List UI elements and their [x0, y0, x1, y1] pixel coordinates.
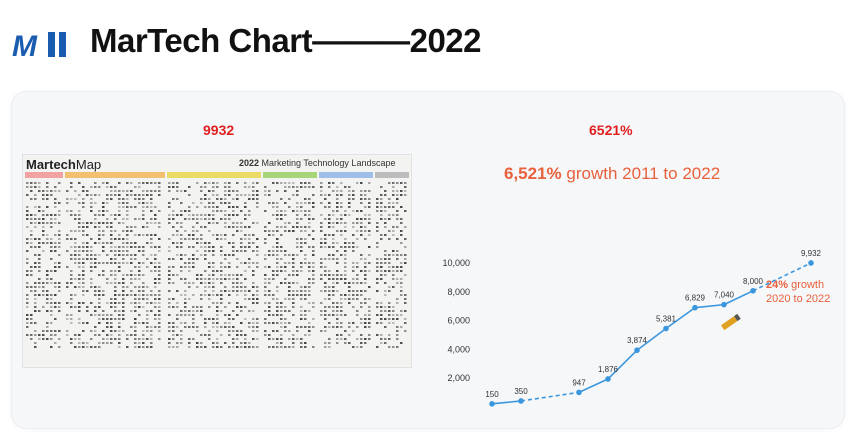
series-segment — [491, 400, 522, 405]
growth-annotation: 24% growth 2020 to 2022 — [766, 279, 831, 305]
map-landscape-title: 2022 Marketing Technology Landscape — [239, 158, 396, 168]
y-tick-label: 6,000 — [447, 316, 470, 326]
data-label: 5,381 — [656, 315, 677, 324]
x-tick-label: 2019 — [714, 413, 734, 414]
x-tick-label: 2011 — [482, 413, 501, 414]
series-segment — [607, 349, 638, 380]
data-label: 9,932 — [801, 249, 822, 258]
x-tick-label: 2022 — [801, 413, 821, 414]
data-point — [605, 376, 611, 382]
data-point — [750, 288, 756, 294]
map-category-bar — [167, 172, 261, 178]
data-point — [489, 401, 495, 407]
series-segment — [752, 262, 812, 292]
y-tick-label: 8,000 — [447, 287, 470, 297]
y-tick-label: 2,000 — [447, 373, 470, 383]
data-label: 150 — [485, 390, 499, 399]
x-tick-label: 2015 — [598, 413, 618, 414]
x-tick-label: 2018 — [685, 413, 705, 414]
x-tick-label: 2012 — [511, 413, 531, 414]
data-point — [518, 398, 524, 404]
map-brand: MartechMap — [26, 157, 102, 172]
martech-map-image: MartechMap 2022 Marketing Technology Lan… — [22, 154, 412, 368]
data-label: 1,876 — [598, 365, 619, 374]
data-point — [692, 304, 698, 311]
y-tick-label: 10,000 — [442, 258, 470, 268]
x-tick-label: 2017 — [656, 413, 676, 414]
series-segment — [723, 290, 754, 306]
series-segment — [694, 303, 725, 309]
data-label: 3,874 — [627, 336, 648, 345]
data-label: 7,040 — [714, 291, 735, 300]
series-segment — [578, 378, 609, 394]
growth-chart: 6,521% growth 2011 to 2022 2,000 4,000 6,0… — [412, 154, 842, 414]
map-category-bar — [65, 172, 165, 178]
data-point — [634, 347, 640, 354]
line-chart-svg: 2,000 4,000 6,000 8,000 10,000 2011 2012 2013 20… — [442, 249, 822, 414]
series-segment — [665, 307, 696, 330]
series-segment — [520, 391, 580, 402]
series-segment — [636, 327, 667, 351]
x-tick-label: 2013 — [540, 413, 560, 414]
mii-logo: M — [12, 30, 70, 63]
map-category-bar — [319, 172, 373, 178]
y-tick-label: 4,000 — [447, 344, 470, 354]
map-category-bar — [375, 172, 409, 178]
x-tick-label: 2014 — [569, 413, 589, 414]
page-title: MarTech Chart———2022 — [90, 22, 482, 59]
data-point — [808, 260, 814, 266]
map-logo-grid — [26, 182, 407, 348]
x-tick-label: 2021 — [772, 413, 792, 414]
data-label: 6,829 — [685, 294, 706, 303]
growth-percent-label: 6521% — [589, 122, 633, 138]
map-category-bar — [25, 172, 63, 178]
chart-title: 6,521% growth 2011 to 2022 — [504, 164, 721, 183]
data-point — [721, 301, 727, 308]
logo-m: M — [12, 30, 37, 63]
content-panel: 9932 6521% MartechMap 2022 Marketing Tec… — [12, 92, 844, 428]
data-label: 947 — [572, 378, 586, 387]
data-label: 8,000 — [743, 277, 764, 286]
map-category-bar — [263, 172, 317, 178]
header: M MarTech Chart———2022 — [0, 0, 857, 88]
x-tick-label: 2016 — [627, 413, 647, 414]
data-label: 350 — [514, 387, 528, 396]
x-tick-label: 2020 — [743, 413, 763, 414]
logo-bars — [48, 32, 70, 57]
pencil-icon — [721, 313, 741, 330]
total-count-label: 9932 — [203, 122, 235, 138]
data-point — [576, 389, 582, 396]
data-point — [663, 325, 669, 332]
